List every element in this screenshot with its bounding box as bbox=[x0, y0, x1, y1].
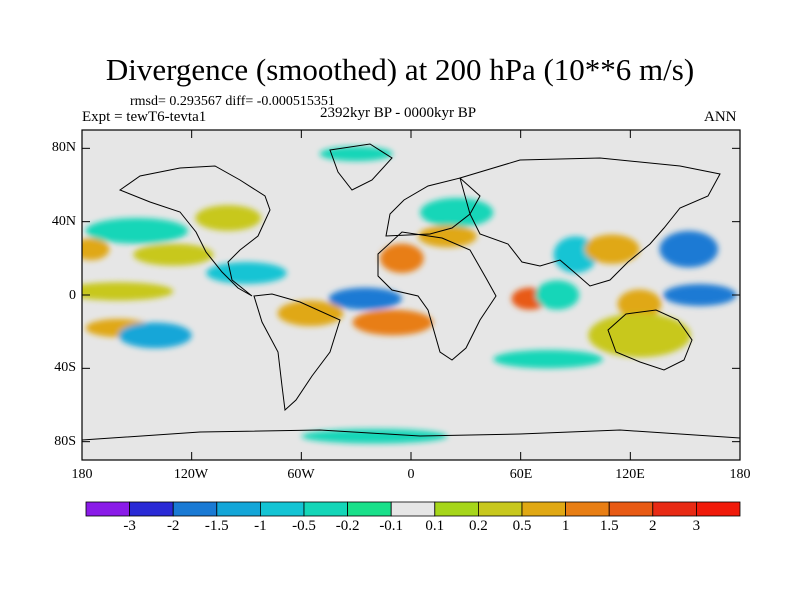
region-nh-pacific-low bbox=[85, 218, 189, 244]
divergence-field bbox=[82, 146, 737, 444]
colorbar-swatch bbox=[172, 501, 218, 517]
colorbar-label: -0.2 bbox=[335, 518, 360, 534]
region-sh-westerly-low bbox=[493, 350, 603, 369]
colorbar-label: -0.1 bbox=[379, 518, 404, 534]
coastline-greenland bbox=[329, 143, 393, 191]
colorbar-label: 0.2 bbox=[469, 518, 488, 534]
rmsd-stats: rmsd= 0.293567 diff= -0.000515351 bbox=[130, 94, 335, 109]
lat-tick-40s: 40S bbox=[54, 360, 76, 375]
coastline-antarctica bbox=[82, 429, 740, 441]
period-label: 2392kyr BP - 0000kyr BP bbox=[320, 105, 477, 121]
region-antarctic-low bbox=[301, 428, 448, 444]
experiment-label: Expt = tewT6-tevta1 bbox=[82, 109, 207, 125]
region-nw-pacific-low bbox=[659, 230, 719, 268]
axis-ticks bbox=[81, 130, 741, 460]
colorbar-label: 1.5 bbox=[599, 518, 619, 534]
colorbar bbox=[85, 501, 741, 517]
lon-tick-60e: 60E bbox=[509, 467, 533, 482]
colorbar-swatch bbox=[521, 501, 566, 517]
page-title: Divergence (smoothed) at 200 hPa (10**6 … bbox=[105, 52, 695, 87]
season-label: ANN bbox=[704, 109, 737, 125]
lat-tick-80n: 80N bbox=[51, 140, 76, 155]
colorbar-swatch bbox=[303, 501, 348, 517]
colorbar-swatch bbox=[565, 501, 610, 517]
region-west-pacific-eq-low bbox=[663, 284, 737, 306]
region-indian-ocean-low bbox=[535, 280, 580, 310]
region-maritime-continent-high bbox=[617, 289, 662, 319]
region-south-america-high bbox=[277, 300, 344, 327]
region-europe-low bbox=[420, 197, 494, 228]
colorbar-label: 1 bbox=[561, 518, 570, 534]
colorbar-swatch bbox=[259, 501, 305, 517]
colorbar-swatch bbox=[216, 501, 261, 517]
coastline-south-america bbox=[253, 293, 341, 412]
lat-tick-0: 0 bbox=[69, 288, 76, 303]
lon-tick-180w: 180 bbox=[71, 467, 93, 482]
colorbar-swatch bbox=[347, 501, 392, 517]
colorbar-swatch bbox=[608, 501, 654, 517]
colorbar-swatch bbox=[390, 501, 436, 517]
coastline-australia bbox=[607, 309, 693, 371]
colorbar-label: -2 bbox=[166, 518, 180, 534]
colorbar-swatch bbox=[85, 501, 130, 517]
lon-tick-60w: 60W bbox=[287, 467, 315, 482]
region-central-america-low bbox=[206, 262, 287, 284]
colorbar-swatch bbox=[696, 501, 741, 517]
colorbar-label: -1 bbox=[254, 518, 267, 534]
lon-tick-120e: 120E bbox=[615, 467, 645, 482]
lat-tick-80s: 80S bbox=[54, 434, 76, 449]
region-north-america-high bbox=[195, 205, 262, 231]
coastlines bbox=[82, 143, 740, 441]
colorbar-swatch bbox=[652, 501, 697, 517]
region-sh-pacific-low bbox=[118, 322, 192, 349]
lon-tick-0: 0 bbox=[407, 467, 415, 482]
region-atlantic-tropical-low bbox=[328, 287, 402, 310]
colorbar-swatch bbox=[129, 501, 174, 517]
colorbar-label: -3 bbox=[123, 518, 136, 534]
region-australia-high bbox=[588, 313, 691, 358]
colorbar-label: 3 bbox=[692, 518, 701, 534]
region-nh-pacific-high bbox=[133, 243, 214, 266]
region-arctic-low bbox=[319, 146, 393, 162]
coastline-north-america bbox=[118, 165, 271, 297]
lon-tick-120w: 120W bbox=[173, 467, 209, 482]
colorbar-swatch bbox=[434, 501, 479, 517]
region-mediterranean-high bbox=[418, 225, 477, 248]
coastline-europe bbox=[385, 177, 481, 237]
region-east-asia-high bbox=[584, 234, 640, 264]
coastline-asia bbox=[459, 157, 721, 287]
lat-tick-40n: 40N bbox=[51, 214, 76, 229]
coastline-africa bbox=[377, 231, 497, 361]
colorbar-label: 2 bbox=[649, 518, 657, 534]
lon-tick-180e: 180 bbox=[729, 467, 751, 482]
region-eq-pacific-west-high bbox=[82, 282, 174, 301]
colorbar-swatch bbox=[477, 501, 523, 517]
region-south-atlantic-high bbox=[352, 309, 433, 336]
region-west-pacific-high bbox=[82, 238, 110, 261]
region-north-africa-high bbox=[379, 243, 424, 273]
colorbar-label: 0.1 bbox=[425, 518, 445, 534]
colorbar-label: -1.5 bbox=[204, 518, 229, 534]
colorbar-label: 0.5 bbox=[512, 518, 532, 534]
colorbar-label: -0.5 bbox=[292, 518, 316, 534]
